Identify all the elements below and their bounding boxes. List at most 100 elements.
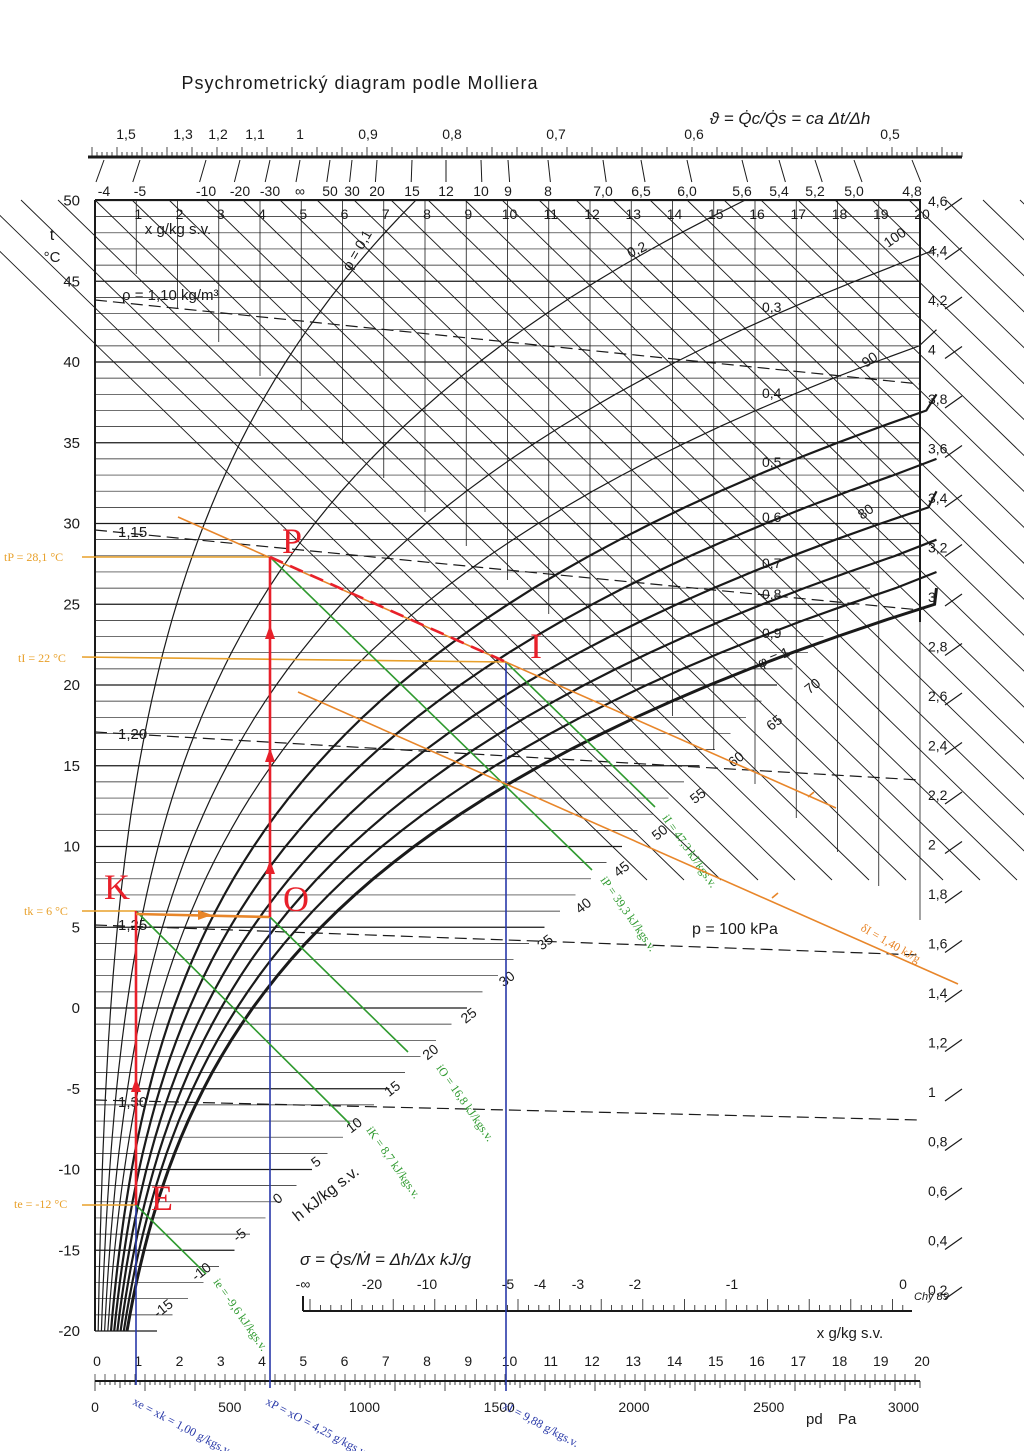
phi-percent-100: 100 bbox=[881, 224, 909, 251]
pd-label: 500 bbox=[218, 1399, 242, 1415]
ratio-mark-2 bbox=[771, 892, 779, 899]
sigma-top-tick bbox=[911, 159, 922, 183]
humidity-bottom-tick: 17 bbox=[790, 1353, 806, 1369]
density-line bbox=[94, 924, 921, 956]
sigma-bottom-label: -2 bbox=[629, 1276, 642, 1292]
pd-label: 1500 bbox=[484, 1399, 515, 1415]
humidity-top-tick: 9 bbox=[464, 206, 472, 222]
temperature-tick: -10 bbox=[58, 1162, 80, 1179]
enthalpy-tick: 35 bbox=[534, 931, 556, 953]
enthalpy-line bbox=[427, 199, 1024, 780]
sigma-top-label: 9 bbox=[504, 183, 512, 199]
phi-curve bbox=[107, 329, 937, 1332]
theta-label: 1,5 bbox=[116, 126, 136, 142]
sigma-bottom-label: -5 bbox=[502, 1276, 515, 1292]
enthalpy-tick: 10 bbox=[343, 1114, 365, 1136]
pd-label: 0 bbox=[91, 1399, 99, 1415]
humidity-top-tick: 4 bbox=[258, 206, 266, 222]
sigma-top-label: 6,5 bbox=[631, 183, 651, 199]
sigma-top-label: 50 bbox=[322, 183, 338, 199]
right-tick: 3,2 bbox=[928, 540, 948, 556]
sigma-top-tick bbox=[264, 159, 271, 183]
sigma-top-tick bbox=[95, 159, 105, 183]
enthalpy-tick: 65 bbox=[763, 711, 785, 733]
sigma-bottom-label: -3 bbox=[572, 1276, 585, 1292]
hk-guide bbox=[135, 910, 351, 1125]
sigma-top-tick bbox=[295, 159, 301, 183]
phi-label-0-4: 0,4 bbox=[762, 385, 782, 401]
enthalpy-line bbox=[945, 199, 1024, 277]
humidity-top-tick: 5 bbox=[299, 206, 307, 222]
sigma-top-label: 5,0 bbox=[844, 183, 864, 199]
enthalpy-line bbox=[242, 199, 944, 881]
t-axis-label: t bbox=[50, 227, 55, 244]
density-lines bbox=[94, 299, 921, 1121]
enthalpy-tick: 45 bbox=[610, 858, 632, 880]
right-tick: 2,2 bbox=[928, 787, 948, 803]
temperature-tick: 20 bbox=[63, 677, 80, 694]
enthalpy-line bbox=[94, 199, 796, 881]
ratio-line-p bbox=[177, 516, 837, 809]
phi-curve bbox=[116, 490, 938, 1332]
humidity-top-tick: 12 bbox=[584, 206, 600, 222]
temperature-tick: 15 bbox=[63, 758, 80, 775]
theta-label: 0,6 bbox=[684, 126, 704, 142]
temperature-tick: 0 bbox=[72, 1000, 80, 1017]
sigma-top-tick bbox=[507, 159, 511, 183]
humidity-top-tick-labels: 1 2 3 4 5 6 7 8 9 10 11 12 13 14 15 16 17 18 19 20 bbox=[134, 206, 930, 222]
rho-label-1-25: 1,25 bbox=[118, 917, 147, 934]
sigma-top-tick bbox=[199, 159, 207, 183]
sigma-top-tick bbox=[132, 159, 141, 183]
t-axis-unit: °C bbox=[44, 249, 61, 266]
sigma-top-label: 5,2 bbox=[805, 183, 825, 199]
arrow-o-p-2 bbox=[265, 748, 275, 762]
sigma-top-tick bbox=[778, 159, 786, 183]
pd-label: 3000 bbox=[888, 1399, 919, 1415]
enthalpy-line bbox=[131, 199, 833, 881]
sigma-top-label: -4 bbox=[98, 183, 111, 199]
enthalpy-tick: -15 bbox=[150, 1295, 176, 1320]
arrow-e-k bbox=[131, 1078, 141, 1092]
phi-percent-80: 80 bbox=[855, 500, 877, 522]
sigma-top-label: 12 bbox=[438, 183, 454, 199]
sigma-top-label: 10 bbox=[473, 183, 489, 199]
he-annotation: ie = -9,6 kJ/kgs.v. bbox=[211, 1276, 271, 1354]
sigma-top-label: ∞ bbox=[295, 183, 305, 199]
point-i-label: I bbox=[530, 626, 542, 666]
sigma-top-tick bbox=[853, 159, 863, 183]
enthalpy-tick: 30 bbox=[496, 967, 518, 989]
theta-label: 0,7 bbox=[546, 126, 566, 142]
right-tick: 2,6 bbox=[928, 688, 948, 704]
right-scale-labels: 4,6 4,4 4,2 4 3,8 3,6 3,4 3,2 3 2,8 2,6 2,4 2,2 2 1,8 1… bbox=[928, 193, 963, 1300]
humidity-top-tick: 11 bbox=[543, 206, 558, 222]
sigma-top-label: 4,8 bbox=[902, 183, 922, 199]
humidity-top-tick: 13 bbox=[625, 206, 641, 222]
sigma-bottom-label: -1 bbox=[726, 1276, 739, 1292]
theta-label: 1,2 bbox=[208, 126, 228, 142]
sigma-bottom-ticks: -∞ -20 -10 -5 -4 -3 -2 -1 0 bbox=[296, 1276, 907, 1311]
sigma-scale: σ = Q̇s/Ṁ = Δh/Δx kJ/g -∞ -20 -10 -5 -4 -3 -2-… bbox=[296, 1250, 949, 1312]
density-line bbox=[94, 731, 921, 781]
tk-annotation: tk = 6 °C bbox=[24, 904, 68, 918]
pd-ticks: 0 500 1000 1500 2000 2500 3000 bbox=[91, 1374, 921, 1415]
temperature-guides bbox=[81, 556, 507, 1206]
density-line bbox=[94, 1099, 921, 1121]
right-tick-mark bbox=[944, 989, 963, 1003]
enthalpy-line bbox=[168, 199, 870, 881]
ratio-mark-1 bbox=[807, 791, 815, 798]
theta-labels: 1,5 1,3 1,2 1,1 1 0,9 0,8 0,7 0,6 0,5 bbox=[116, 126, 900, 142]
enthalpy-line bbox=[20, 199, 722, 881]
humidity-bottom-tick-labels: 0 1 2 3 4 5 6 7 8 9 10 11 12 13 14 15 16 17 18 19 20 bbox=[93, 1353, 930, 1369]
process-path bbox=[134, 555, 507, 1205]
ratio-guides bbox=[177, 516, 959, 985]
enthalpy-tick-labels: -15-10-50510152025303540455055606570 bbox=[150, 675, 824, 1321]
enthalpy-line bbox=[760, 199, 1024, 457]
enthalpy-line bbox=[279, 199, 981, 881]
arrow-o-p-3 bbox=[265, 860, 275, 874]
temperature-tick: 25 bbox=[63, 596, 80, 613]
phi-curve bbox=[122, 570, 937, 1332]
rho-label-1-15: 1,15 bbox=[118, 524, 147, 541]
pd-label: 2000 bbox=[618, 1399, 649, 1415]
right-tick-mark bbox=[944, 1039, 963, 1052]
sigma-top-tick bbox=[547, 159, 551, 183]
